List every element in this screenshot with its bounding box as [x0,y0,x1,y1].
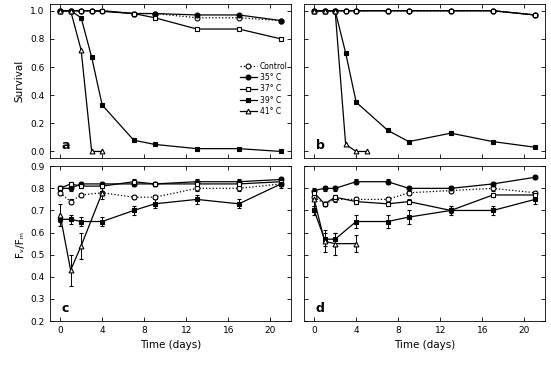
Text: a: a [62,139,70,152]
Text: b: b [316,139,325,152]
Text: c: c [62,302,69,315]
Y-axis label: Fᵥ/Fₘ: Fᵥ/Fₘ [15,231,25,256]
X-axis label: Time (days): Time (days) [140,341,201,351]
Text: d: d [316,302,325,315]
Legend: Control, 35° C, 37° C, 39° C, 41° C: Control, 35° C, 37° C, 39° C, 41° C [240,62,288,116]
Y-axis label: Survival: Survival [15,60,25,102]
X-axis label: Time (days): Time (days) [394,341,455,351]
